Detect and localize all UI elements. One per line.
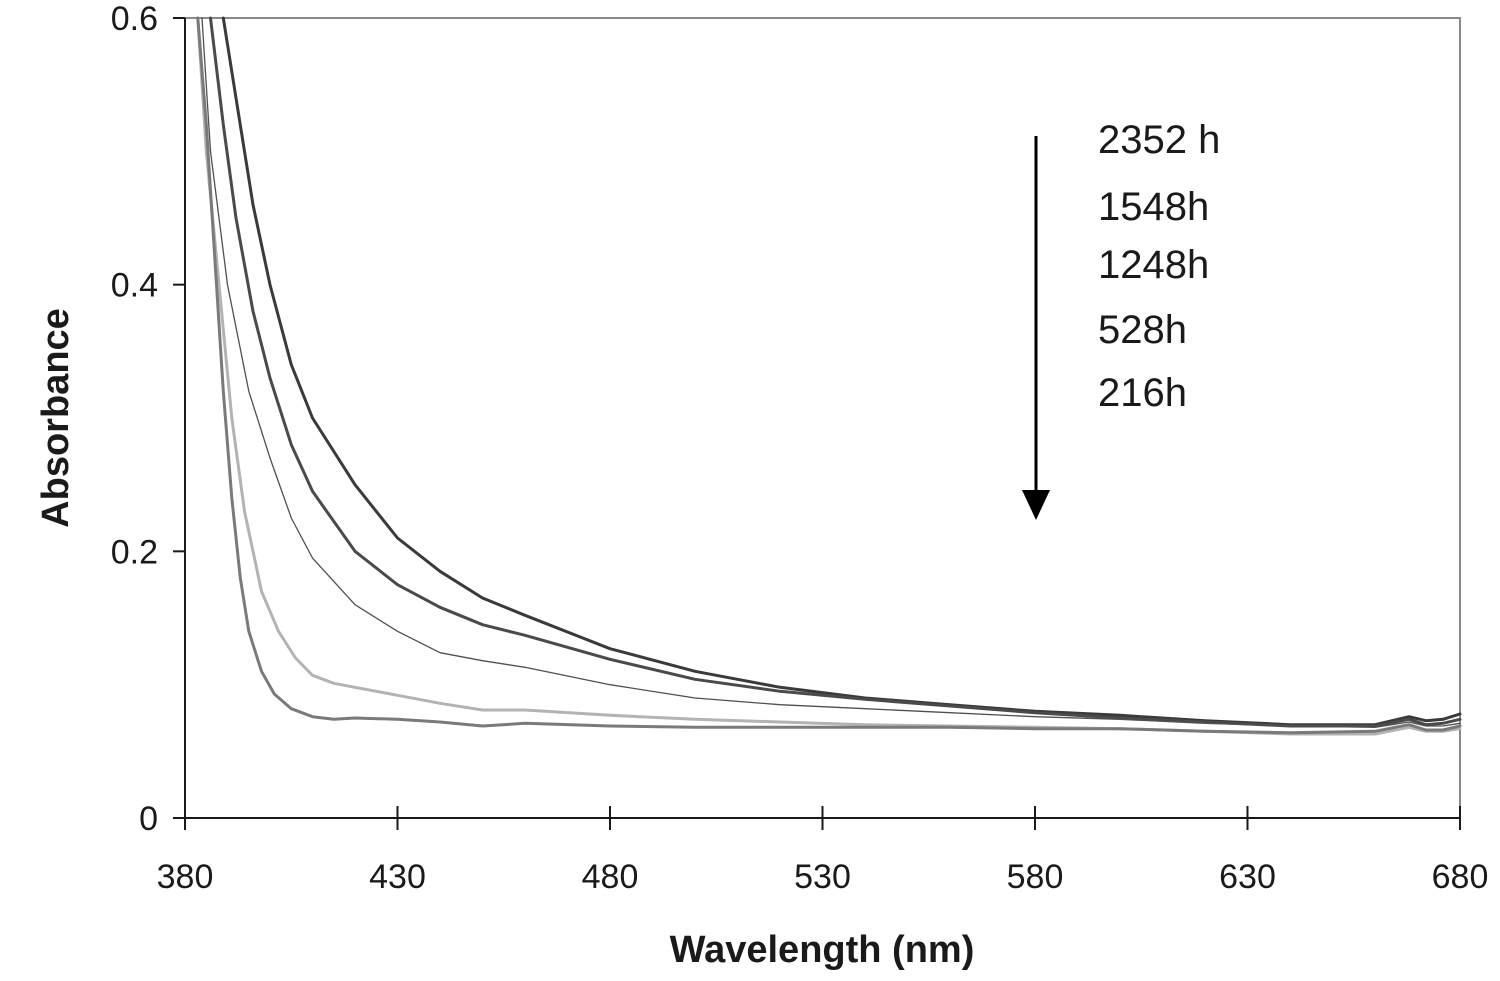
plot-frame	[184, 17, 1461, 819]
legend-label: 2352 h	[1098, 118, 1220, 162]
x-tick-label: 580	[1007, 858, 1064, 896]
y-tick-label: 0.4	[111, 267, 158, 305]
x-tick-label: 430	[369, 858, 426, 896]
series-line-4	[196, 16, 1462, 735]
series-line-2	[201, 17, 1461, 728]
series-line-0	[221, 16, 1462, 727]
y-tick-label: 0.6	[111, 0, 158, 38]
x-ticks: 380 430 480 530 580 630 680	[157, 806, 1489, 896]
y-tick-label: 0	[139, 800, 158, 838]
x-tick-label: 480	[582, 858, 639, 896]
legend: 2352 h 1548h 1248h 528h 216h	[1098, 118, 1220, 415]
y-tick-label: 0.2	[111, 533, 158, 571]
x-tick-label: 630	[1219, 858, 1276, 896]
legend-label: 1548h	[1098, 185, 1209, 229]
x-axis-title: Wavelength (nm)	[670, 929, 975, 971]
legend-label: 528h	[1098, 308, 1187, 352]
y-axis-title: Absorbance	[35, 308, 77, 528]
x-tick-label: 380	[157, 858, 214, 896]
x-tick-label: 530	[794, 858, 851, 896]
time-arrow	[1022, 136, 1050, 520]
series-line-1	[209, 16, 1462, 728]
y-ticks: 0 0.2 0.4 0.6	[111, 0, 185, 838]
legend-label: 216h	[1098, 371, 1187, 415]
series-line-3	[196, 16, 1462, 736]
x-tick-label: 680	[1432, 858, 1489, 896]
legend-label: 1248h	[1098, 243, 1209, 287]
time-arrow-head	[1022, 490, 1050, 520]
series-layer	[196, 16, 1462, 736]
